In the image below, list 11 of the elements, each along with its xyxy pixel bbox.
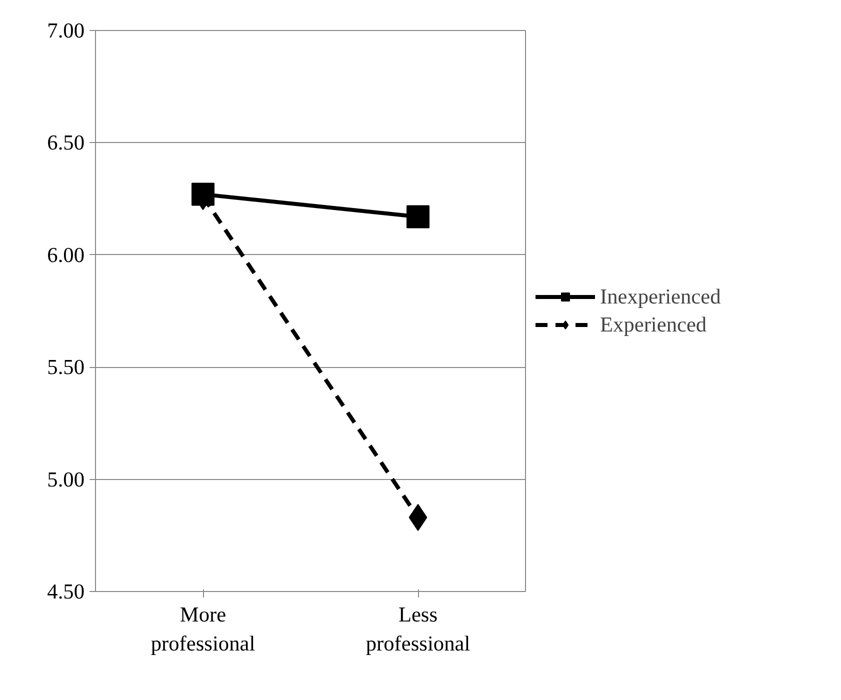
y-tick-label: 5.50 (47, 355, 85, 380)
y-tick-label: 6.00 (47, 242, 85, 267)
legend-label: Experienced (600, 312, 707, 337)
x-tick-label: More professional (150, 602, 256, 656)
point (406, 205, 430, 228)
x-tick-label: Less professional (366, 602, 470, 656)
y-tick-label: 4.50 (47, 580, 85, 604)
y-tick-label: 6.50 (47, 130, 85, 155)
legend-label: Inexperienced (600, 284, 721, 309)
y-tick-label: 7.00 (47, 18, 85, 42)
y-tick-label: 5.00 (47, 467, 85, 492)
